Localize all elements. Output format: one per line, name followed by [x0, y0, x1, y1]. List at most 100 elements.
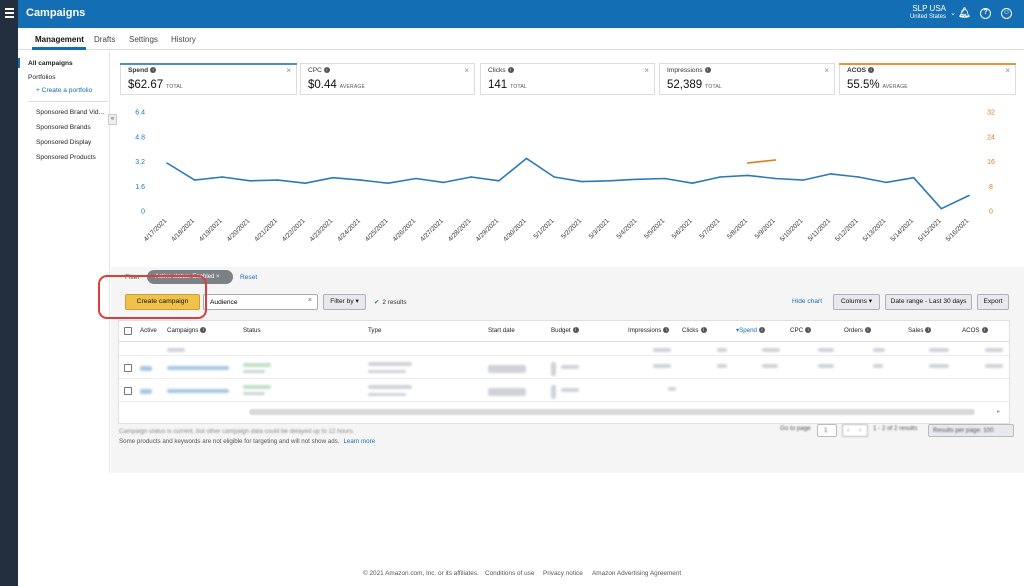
tab-settings[interactable]: Settings: [129, 35, 158, 44]
reset-link[interactable]: Reset: [240, 274, 258, 281]
column-header-budget[interactable]: Budget i: [551, 327, 579, 334]
column-header-impressions[interactable]: Impressions i: [628, 327, 670, 334]
column-header-active[interactable]: Active: [140, 327, 157, 334]
info-icon[interactable]: i: [704, 67, 711, 74]
tab-drafts[interactable]: Drafts: [94, 35, 116, 44]
export-button[interactable]: Export: [977, 294, 1009, 310]
row-checkbox[interactable]: [124, 364, 132, 372]
create-campaign-button[interactable]: Create campaign: [125, 294, 200, 310]
bell-icon[interactable]: 🔔︎: [958, 8, 971, 19]
user-icon[interactable]: ☺: [1001, 8, 1012, 19]
close-icon[interactable]: ×: [1005, 66, 1010, 75]
data-point-spend: [885, 181, 887, 184]
column-header-spend[interactable]: ▾Spend i: [736, 327, 766, 334]
x-tick-label: 4/26/2021: [392, 217, 418, 243]
column-header-status[interactable]: Status: [243, 327, 261, 334]
info-icon[interactable]: i: [200, 327, 207, 334]
info-icon[interactable]: i: [868, 67, 875, 74]
sidebar-item-sponsored-display[interactable]: Sponsored Display: [36, 139, 92, 146]
column-header-orders[interactable]: Orders i: [844, 327, 871, 334]
info-icon[interactable]: i: [925, 327, 932, 334]
hide-chart-link[interactable]: Hide chart: [792, 298, 823, 305]
info-icon[interactable]: i: [805, 327, 812, 334]
remove-filter-icon[interactable]: ×: [216, 274, 220, 280]
active-toggle[interactable]: [140, 366, 152, 371]
close-icon[interactable]: ×: [824, 66, 829, 75]
campaign-name-link[interactable]: [167, 366, 229, 370]
close-icon[interactable]: ×: [286, 66, 291, 75]
info-icon[interactable]: i: [572, 327, 579, 334]
filter-pill[interactable]: Active status: Enabled ×: [147, 270, 233, 284]
budget-field[interactable]: [561, 388, 579, 392]
metric-card-cpc[interactable]: CPC i $0.44 AVERAGE ×: [300, 63, 475, 95]
campaign-name-link[interactable]: [167, 389, 229, 393]
date-range-button[interactable]: Date range - Last 30 days: [885, 294, 972, 310]
column-header-sales[interactable]: Sales i: [908, 327, 932, 334]
metric-card-clicks[interactable]: Clicks i 141 TOTAL ×: [480, 63, 655, 95]
row-checkbox[interactable]: [124, 387, 132, 395]
close-icon[interactable]: ×: [644, 66, 649, 75]
learn-more-link[interactable]: Learn more: [343, 438, 376, 445]
collapse-sidebar-button[interactable]: «: [108, 114, 117, 125]
help-icon[interactable]: ?: [980, 8, 991, 19]
metric-card-acos[interactable]: ACOS i 55.5% AVERAGE ×: [839, 63, 1016, 95]
table-row[interactable]: [119, 380, 1009, 402]
column-header-label: Campaigns: [167, 327, 199, 334]
column-header-start-date[interactable]: Start date: [488, 327, 515, 334]
info-icon[interactable]: i: [700, 327, 707, 334]
close-icon[interactable]: ×: [464, 66, 469, 75]
column-header-campaigns[interactable]: Campaigns i: [167, 327, 207, 334]
metric-card-impressions[interactable]: Impressions i 52,389 TOTAL ×: [659, 63, 835, 95]
table-row[interactable]: [119, 357, 1009, 379]
tab-history[interactable]: History: [171, 35, 196, 44]
x-tick-label: 5/6/2021: [671, 217, 694, 240]
info-icon[interactable]: i: [150, 67, 157, 74]
info-icon[interactable]: i: [663, 327, 670, 334]
active-tab-indicator: [32, 47, 86, 50]
columns-dropdown[interactable]: Columns ▾: [833, 294, 880, 310]
previous-page-icon[interactable]: ‹: [847, 427, 850, 434]
x-tick-label: 4/21/2021: [253, 217, 279, 243]
sidebar-item-all-campaigns[interactable]: All campaigns: [28, 60, 73, 67]
sidebar-item-sponsored-brand-video[interactable]: Sponsored Brand Vid...: [36, 109, 105, 116]
data-point-spend: [691, 182, 694, 184]
tab-management[interactable]: Management: [35, 35, 84, 44]
data-point-spend: [912, 176, 915, 179]
filter-by-dropdown[interactable]: Filter by ▾: [323, 294, 366, 310]
column-header-acos[interactable]: ACOS i: [962, 327, 988, 334]
active-toggle[interactable]: [140, 389, 152, 394]
start-date-field[interactable]: [488, 388, 526, 396]
info-icon[interactable]: i: [981, 327, 988, 334]
filter-pill-label: Active status: Enabled: [155, 274, 215, 280]
search-input[interactable]: [210, 297, 305, 307]
info-icon[interactable]: i: [864, 327, 871, 334]
chevron-down-icon[interactable]: ⌄: [950, 10, 956, 17]
start-date-field[interactable]: [488, 365, 526, 373]
page-number-input[interactable]: 1: [817, 424, 837, 437]
horizontal-scrollbar[interactable]: [249, 409, 975, 415]
select-all-checkbox[interactable]: [124, 327, 132, 335]
column-header-cpc[interactable]: CPC i: [790, 327, 812, 334]
metric-card-spend[interactable]: Spend i $62.67 TOTAL ×: [120, 63, 297, 95]
budget-field[interactable]: [561, 365, 579, 369]
create-portfolio-link[interactable]: + Create a portfolio: [36, 87, 93, 94]
info-icon[interactable]: i: [759, 327, 766, 334]
results-per-page-dropdown[interactable]: Results per page: 100: [928, 424, 1014, 437]
menu-icon[interactable]: [5, 8, 14, 18]
x-tick-label: 5/2/2021: [560, 217, 583, 240]
scroll-right-icon[interactable]: ▸: [997, 409, 1001, 415]
sidebar-item-sponsored-products[interactable]: Sponsored Products: [36, 154, 96, 161]
account-switcher[interactable]: SLP USA United States: [910, 4, 946, 22]
footer-link-agreement[interactable]: Amazon Advertising Agreement: [592, 570, 682, 577]
footer-link-privacy[interactable]: Privacy notice: [543, 570, 583, 577]
sidebar-item-sponsored-brands[interactable]: Sponsored Brands: [36, 124, 91, 131]
column-header-clicks[interactable]: Clicks i: [682, 327, 707, 334]
info-icon[interactable]: i: [323, 67, 330, 74]
footer-link-conditions[interactable]: Conditions of use: [485, 570, 535, 577]
next-page-icon[interactable]: ›: [859, 427, 862, 434]
clear-search-icon[interactable]: ×: [307, 297, 312, 304]
column-header-type[interactable]: Type: [368, 327, 382, 334]
info-icon[interactable]: i: [507, 67, 514, 74]
y-right-tick-label: 32: [987, 110, 995, 117]
pagination-buttons[interactable]: ‹ ›: [842, 424, 868, 437]
